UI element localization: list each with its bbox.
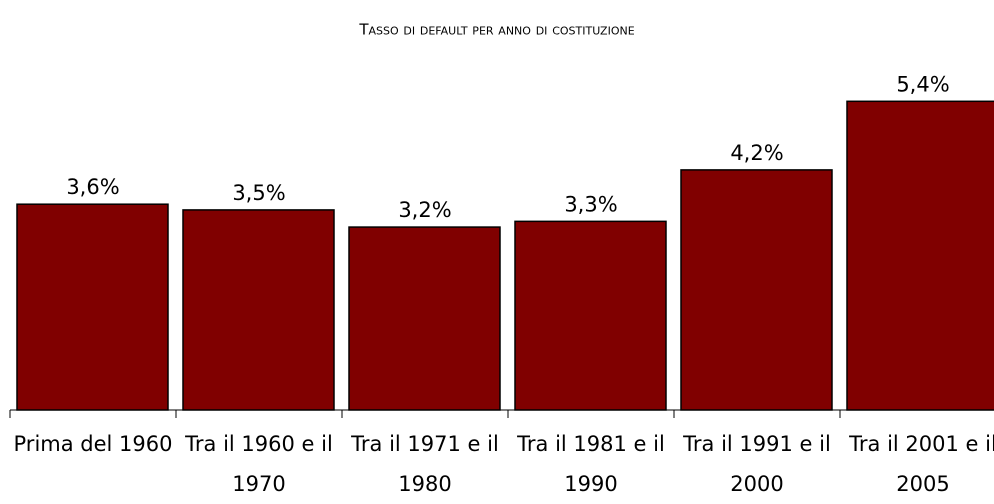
x-tick-label: Tra il 1991 e il 2000 bbox=[683, 432, 831, 496]
x-tick-label: Tra il 1960 e il 1970 bbox=[185, 432, 333, 496]
value-label: 4,2% bbox=[730, 141, 783, 165]
x-tick-label: Tra il 1981 e il 1990 bbox=[517, 432, 665, 496]
value-label: 3,5% bbox=[232, 181, 285, 205]
x-tick-label: Tra il 1971 e il 1980 bbox=[351, 432, 499, 496]
value-label: 3,3% bbox=[564, 192, 617, 216]
x-tick-label: Prima del 1960 bbox=[13, 432, 173, 456]
value-label: 3,2% bbox=[398, 198, 451, 222]
bar bbox=[16, 203, 169, 411]
bar bbox=[846, 100, 994, 411]
bar bbox=[182, 209, 335, 411]
x-tick-label: Tra il 2001 e il 2005 bbox=[849, 432, 994, 496]
bar bbox=[680, 169, 833, 411]
bar bbox=[348, 226, 501, 411]
value-label: 3,6% bbox=[66, 175, 119, 199]
chart-title: Tasso di default per anno di costituzion… bbox=[358, 21, 634, 39]
bar bbox=[514, 220, 667, 411]
value-label: 5,4% bbox=[896, 72, 949, 96]
